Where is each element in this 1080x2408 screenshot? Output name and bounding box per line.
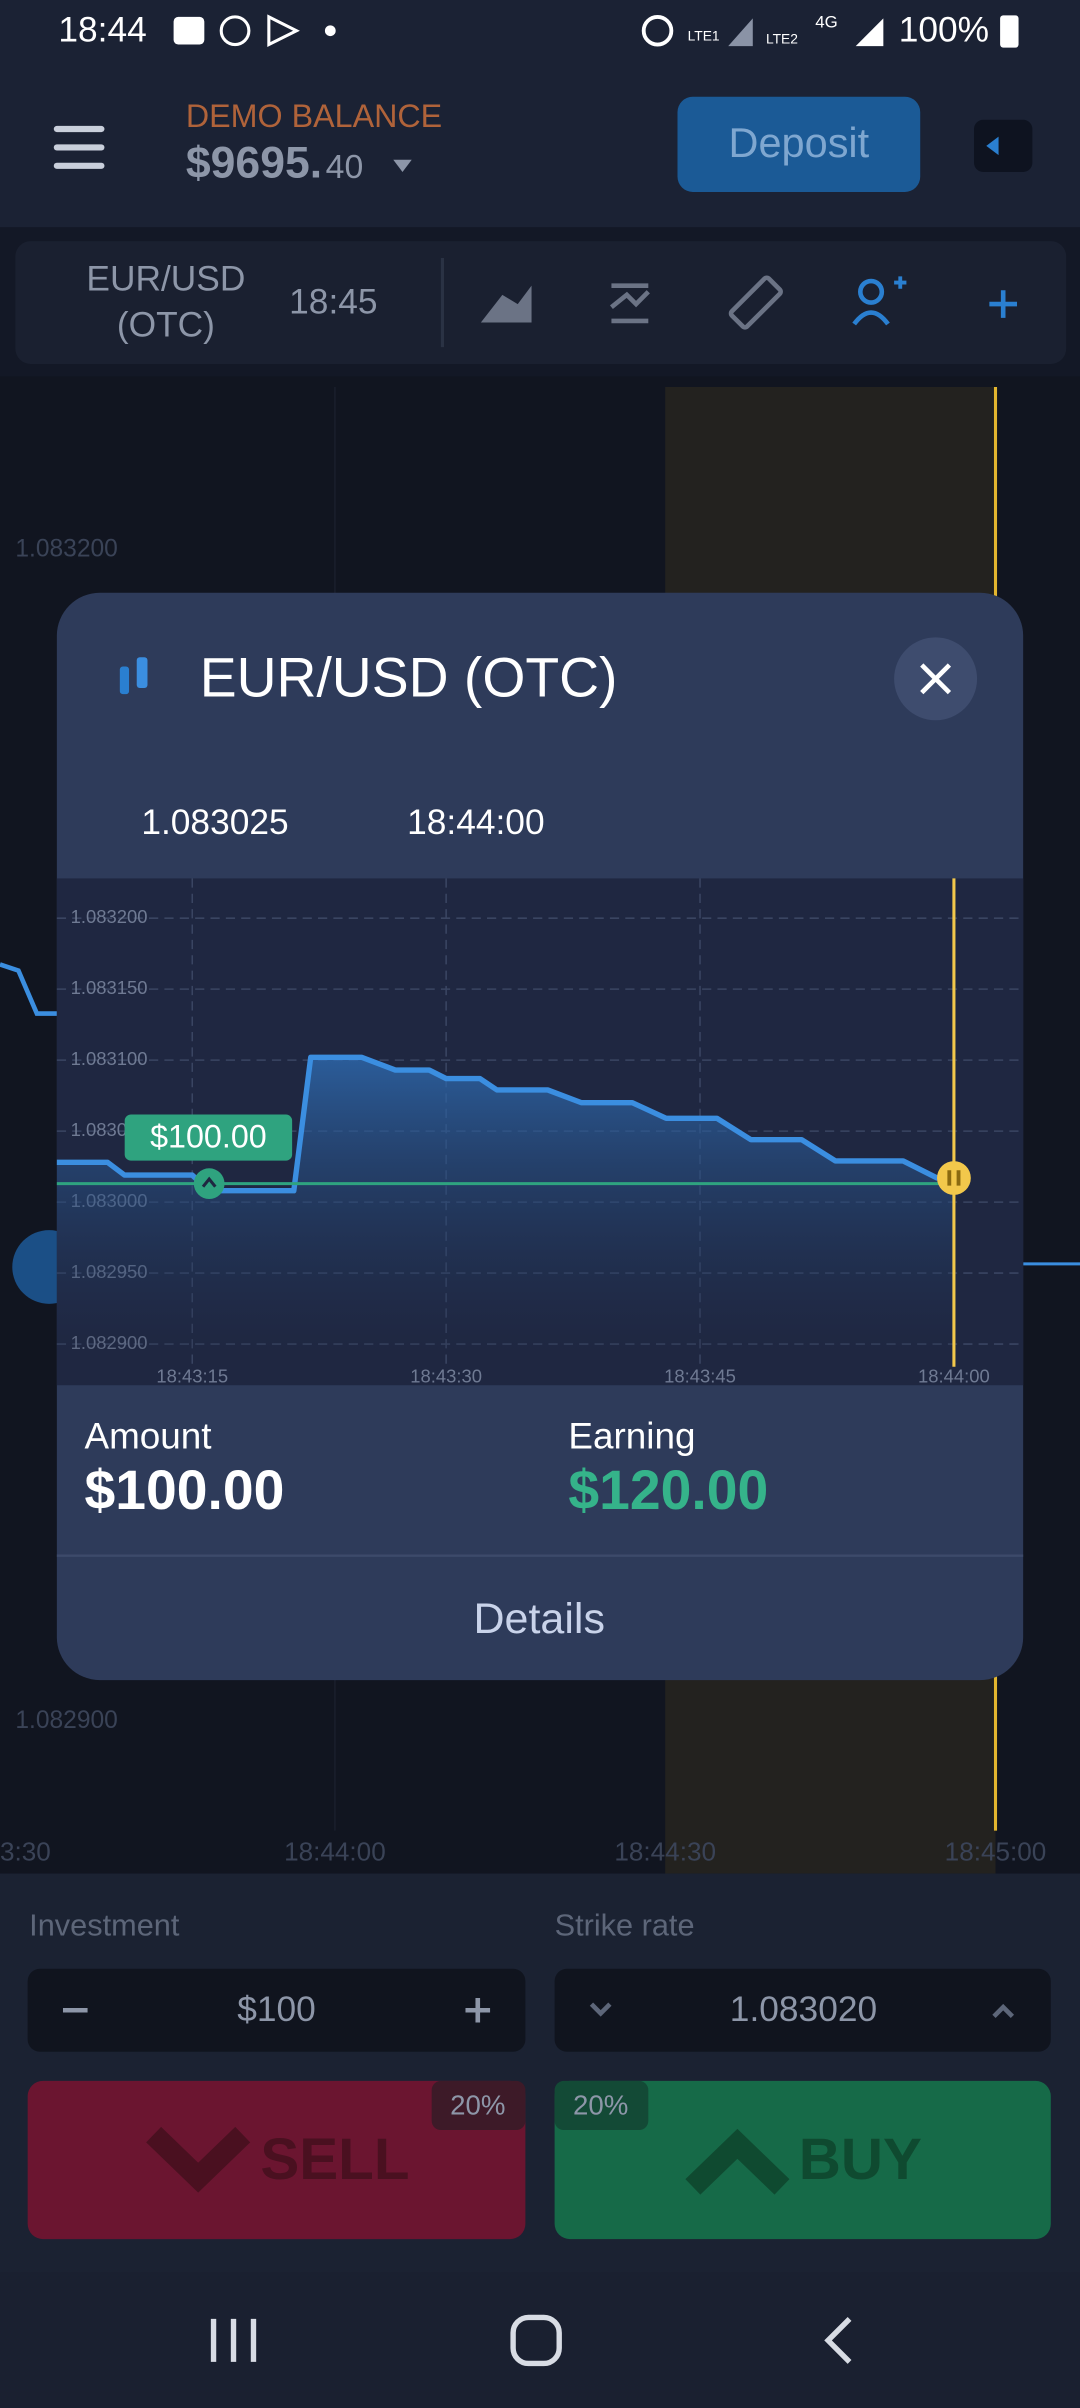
price-area [56, 1057, 954, 1355]
bg-x-label: 18:44:00 [284, 1837, 386, 1867]
asset-icon [136, 657, 148, 688]
pause-icon [947, 1170, 961, 1186]
buy-icon [685, 2128, 790, 2195]
menu-line [53, 144, 105, 151]
battery-text: 100% [899, 11, 989, 50]
deposit-button[interactable] [677, 96, 921, 192]
mini-chart: 1.0832001.0831501.0831001.0830501.083000… [56, 878, 1022, 1386]
status-time: 18:44 [58, 11, 146, 50]
investment-value: $100 [237, 1990, 316, 2029]
x-tick-label: 18:44:00 [918, 1365, 990, 1386]
signal-icon [855, 18, 884, 47]
add-chart-icon[interactable] [989, 290, 1018, 318]
nav-bar [0, 2272, 1080, 2408]
recents-button[interactable] [210, 2318, 257, 2362]
social-icon-head [858, 278, 885, 305]
status-dot [324, 25, 336, 37]
trade-modal: EUR/USD (OTC) 1.083025 18:44:00 1.083200… [56, 592, 1024, 1681]
side-panel-icon [986, 136, 999, 156]
toolbar [15, 241, 1067, 364]
increase-button[interactable] [465, 1997, 491, 2023]
social-icon-body [852, 310, 890, 326]
status-icon [267, 14, 300, 48]
social-icon[interactable] [852, 276, 907, 326]
sell-payout-badge [431, 2080, 526, 2131]
indicators-icon[interactable] [609, 283, 650, 324]
y-tick-label: 1.083200 [71, 906, 148, 927]
x-tick-label: 18:43:15 [156, 1365, 228, 1386]
buy-payout: 20% [573, 2089, 628, 2120]
bg-price-line [0, 962, 62, 1016]
deposit-text: Deposit [729, 119, 870, 166]
y-tick-label: 1.083150 [71, 977, 148, 998]
back-button[interactable] [824, 2317, 852, 2364]
y-tick-label: 1.083100 [71, 1048, 148, 1069]
balance-cents: 40 [326, 148, 364, 186]
amount-value: $100.00 [84, 1459, 284, 1521]
strike-label: Strike rate [555, 1907, 695, 1942]
asset-icon [119, 666, 130, 695]
sell-payout: 20% [450, 2089, 505, 2120]
current-point [937, 1161, 971, 1195]
signal-label: LTE2 [766, 31, 798, 47]
strike-value: 1.083020 [730, 1990, 877, 2029]
balance-dropdown[interactable] [393, 159, 412, 172]
ruler-icon[interactable] [728, 275, 783, 330]
signal-icon [728, 18, 753, 47]
battery-icon [1000, 15, 1019, 48]
strike-up[interactable] [992, 2003, 1015, 2019]
modal-time: 18:44:00 [407, 803, 544, 842]
trade-badge-text: $100.00 [150, 1119, 267, 1155]
earning-label: Earning [568, 1416, 695, 1457]
menu-button[interactable] [53, 125, 105, 169]
sell-icon [146, 2126, 251, 2193]
earning-value: $120.00 [568, 1459, 768, 1521]
strike-down[interactable] [589, 2002, 612, 2017]
expiry-time[interactable]: 18:45 [289, 282, 377, 321]
amount-label: Amount [84, 1416, 211, 1457]
x-tick-label: 18:43:45 [664, 1365, 736, 1386]
social-icon-plus [894, 276, 907, 289]
status-icon [173, 16, 205, 45]
signal-label: LTE1 [688, 28, 720, 44]
chart-type-icon[interactable] [480, 285, 532, 323]
menu-line [53, 125, 105, 133]
side-panel-button[interactable] [973, 119, 1033, 172]
close-icon [920, 663, 952, 695]
menu-line [53, 162, 105, 169]
signal-label: 4G [815, 13, 838, 32]
strike-input[interactable] [554, 1968, 1051, 2052]
bg-y-label: 1.083200 [15, 535, 117, 562]
modal-price: 1.083025 [141, 803, 288, 842]
bg-y-label: 1.082900 [15, 1707, 117, 1734]
sell-button[interactable] [27, 2080, 526, 2240]
home-button[interactable] [510, 2314, 562, 2367]
asset-name[interactable]: EUR/USD [86, 259, 245, 298]
bg-x-label: 18:45:00 [945, 1837, 1047, 1867]
balance-label: DEMO BALANCE [186, 98, 442, 134]
x-tick-label: 18:43:30 [410, 1365, 482, 1386]
balance-main: $9695. [186, 139, 322, 188]
buy-payout-badge [554, 2080, 649, 2131]
trade-badge [124, 1114, 293, 1161]
modal-title: EUR/USD (OTC) [200, 646, 618, 708]
alarm-icon [641, 14, 674, 47]
investment-input[interactable] [27, 1968, 526, 2052]
status-icon [219, 15, 251, 47]
buy-text: BUY [799, 2127, 922, 2192]
details-button[interactable]: Details [474, 1595, 605, 1643]
bg-x-label: 18:44:30 [614, 1837, 716, 1867]
entry-marker [193, 1168, 225, 1199]
investment-label: Investment [29, 1907, 180, 1942]
sell-text: SELL [260, 2127, 409, 2192]
bg-x-label: 18:43:30 [0, 1837, 51, 1867]
entry-arrow [201, 1176, 217, 1188]
asset-name[interactable]: (OTC) [117, 305, 215, 344]
buy-button[interactable] [554, 2080, 1051, 2240]
